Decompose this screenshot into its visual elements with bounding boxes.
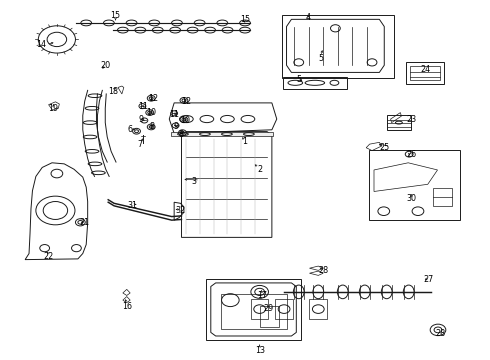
Bar xyxy=(283,77,346,89)
Bar xyxy=(220,294,287,329)
Text: 20: 20 xyxy=(100,61,111,70)
Text: 3: 3 xyxy=(191,177,196,186)
Text: 27: 27 xyxy=(423,275,434,284)
Bar xyxy=(282,15,394,78)
Bar xyxy=(251,299,269,319)
Bar xyxy=(369,150,460,220)
Text: 12: 12 xyxy=(181,96,192,105)
Text: 1: 1 xyxy=(243,137,247,146)
Text: 30: 30 xyxy=(406,194,416,203)
Text: 28: 28 xyxy=(436,329,445,338)
Bar xyxy=(406,62,444,84)
Text: 24: 24 xyxy=(421,65,431,74)
Text: 21: 21 xyxy=(80,218,90,227)
Text: 10: 10 xyxy=(180,116,191,125)
Bar xyxy=(206,279,301,339)
Text: 4: 4 xyxy=(306,13,311,22)
Text: 28: 28 xyxy=(318,266,328,275)
Text: 11: 11 xyxy=(138,102,148,111)
Bar xyxy=(260,306,279,327)
Text: 18: 18 xyxy=(108,86,118,95)
Text: 29: 29 xyxy=(263,304,273,313)
Text: 14: 14 xyxy=(36,40,46,49)
Text: 10: 10 xyxy=(146,108,156,117)
Bar xyxy=(310,299,327,319)
Text: 25: 25 xyxy=(379,143,390,152)
Bar xyxy=(275,299,293,319)
Text: 12: 12 xyxy=(148,94,158,103)
Bar xyxy=(387,116,411,130)
Text: 31: 31 xyxy=(127,201,138,210)
Text: 9: 9 xyxy=(139,115,144,124)
Text: 16: 16 xyxy=(122,302,132,311)
Text: 2: 2 xyxy=(257,165,262,174)
Text: 5: 5 xyxy=(318,54,323,63)
Text: 8: 8 xyxy=(149,122,155,131)
Text: 32: 32 xyxy=(175,206,186,215)
Text: 22: 22 xyxy=(44,252,54,261)
Text: 9: 9 xyxy=(173,122,178,131)
Bar xyxy=(433,188,452,206)
Text: 5: 5 xyxy=(296,75,301,84)
Text: 23: 23 xyxy=(406,115,416,124)
Text: 19: 19 xyxy=(49,104,58,113)
Bar xyxy=(410,66,441,80)
Text: 13: 13 xyxy=(255,346,265,355)
Text: 15: 15 xyxy=(110,10,121,19)
Text: 15: 15 xyxy=(240,15,250,24)
Text: 26: 26 xyxy=(406,150,416,159)
Text: 7: 7 xyxy=(137,140,143,149)
Text: 11: 11 xyxy=(169,110,179,119)
Text: 6: 6 xyxy=(128,125,133,134)
Polygon shape xyxy=(171,132,273,136)
Text: 8: 8 xyxy=(179,130,184,139)
Text: 17: 17 xyxy=(257,291,267,300)
